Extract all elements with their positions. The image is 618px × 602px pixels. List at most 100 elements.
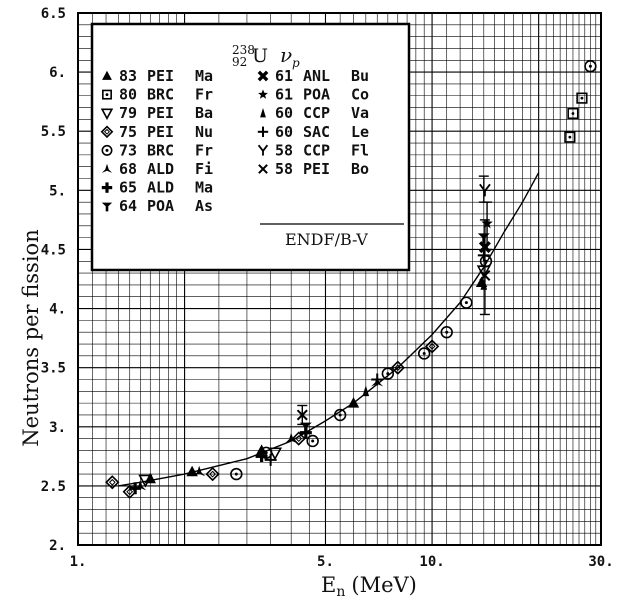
x-tick-label: 10. (419, 554, 444, 570)
legend-marker (100, 125, 114, 139)
data-point (193, 465, 206, 477)
x-axis-subscript: n (336, 584, 345, 600)
y-axis-label: Neutrons per fission (19, 229, 43, 446)
legend-year: 68 (119, 160, 137, 178)
legend-entry: 60 CCP Va (260, 104, 369, 122)
data-point (479, 183, 491, 197)
data-point (460, 296, 473, 309)
legend-author: Ba (195, 104, 213, 122)
data-point (264, 453, 277, 466)
legend-lab: PEI (147, 104, 174, 122)
legend-lab: PEI (147, 123, 174, 141)
legend-author: Va (351, 104, 369, 122)
data-point (333, 408, 347, 422)
legend-entry: 64 POA As (101, 197, 213, 215)
data-point (417, 347, 431, 360)
legend-year: 60 (275, 123, 293, 141)
legend-author: Le (351, 123, 369, 141)
legend-lab: SAC (303, 123, 330, 141)
legend-marker (102, 70, 112, 80)
legend-year: 79 (119, 104, 137, 122)
legend-author: Co (351, 86, 369, 104)
x-axis-label: En (MeV) (321, 573, 417, 600)
legend-entry: 68 ALD Fi (101, 160, 213, 178)
legend-author: Ma (195, 67, 213, 85)
data-point (478, 241, 491, 254)
x-tick-label: 30. (588, 554, 613, 570)
legend-box (90, 22, 411, 272)
y-tick-label: 4. (49, 302, 66, 318)
data-points (105, 59, 597, 499)
legend-entry: 58 CCP Fl (257, 141, 369, 159)
data-point (138, 474, 153, 488)
legend-year: 61 (275, 86, 293, 104)
legend-title-quantity: ν (280, 43, 292, 67)
legend-entry: 79 PEI Ba (100, 104, 213, 122)
legend-lab: BRC (147, 86, 174, 104)
data-point (105, 475, 120, 490)
legend-year: 75 (119, 123, 137, 141)
legend-entry: 73 BRC Fr (101, 141, 213, 159)
y-tick-label: 3.5 (41, 361, 66, 377)
legend-title-charge: 92 (232, 55, 247, 69)
data-point (230, 467, 243, 481)
legend-entry: 65 ALD Ma (101, 179, 213, 197)
data-point (205, 466, 220, 482)
legend-entry: 75 PEI Nu (100, 123, 213, 141)
y-tick-label: 6.5 (41, 6, 66, 22)
legend-marker (257, 70, 269, 82)
data-point (390, 360, 405, 375)
data-point (381, 367, 395, 380)
legend-lab: POA (147, 197, 174, 215)
legend-entry: 61 POA Co (258, 86, 369, 104)
legend-lab: BRC (147, 141, 174, 159)
data-point (576, 92, 588, 104)
legend-entry: 58 PEI Bo (258, 160, 369, 178)
legend-author: Fr (195, 86, 213, 104)
legend: 238 92 U ν p 83 PEI Ma 80 BRC Fr 79 PEI Ba 75 PEI N… (90, 22, 411, 272)
data-point (477, 233, 490, 244)
legend-marker (257, 144, 269, 156)
data-point (477, 249, 490, 262)
y-tick-label: 2. (49, 538, 66, 554)
legend-lab: PEI (303, 160, 330, 178)
data-point (480, 278, 488, 290)
data-point (186, 465, 198, 477)
legend-author: Fl (351, 141, 369, 159)
data-point (129, 482, 142, 495)
data-point (347, 397, 360, 408)
legend-marker (101, 182, 113, 193)
legend-author: As (195, 197, 213, 215)
legend-year: 64 (119, 197, 137, 215)
legend-marker (101, 202, 113, 212)
x-tick-label: 5. (317, 554, 334, 570)
legend-entries: 83 PEI Ma 80 BRC Fr 79 PEI Ba 75 PEI Nu 73 BRC Fr 68 ALD… (100, 67, 369, 215)
legend-lab: ALD (147, 179, 174, 197)
legend-year: 60 (275, 104, 293, 122)
legend-entry: 80 BRC Fr (102, 86, 213, 104)
legend-lab: CCP (303, 104, 330, 122)
y-tick-label: 5. (49, 183, 66, 199)
legend-marker (101, 144, 113, 156)
data-point (371, 373, 384, 386)
data-point (584, 59, 597, 73)
legend-marker (102, 89, 112, 100)
legend-author: Bo (351, 160, 369, 178)
legend-lab: CCP (303, 141, 330, 159)
legend-entry: 61 ANL Bu (257, 67, 369, 85)
legend-marker (258, 89, 268, 99)
y-tick-label: 4.5 (41, 242, 66, 258)
data-point (481, 217, 493, 229)
x-axis-unit: (MeV) (351, 573, 416, 597)
legend-author: Fr (195, 141, 213, 159)
y-tick-label: 3. (49, 420, 66, 436)
legend-entry: 60 SAC Le (257, 123, 369, 141)
legend-title-mass: 238 (232, 43, 255, 57)
legend-marker (100, 108, 114, 121)
data-point (440, 326, 453, 339)
data-point (479, 269, 491, 281)
legend-author: Fi (195, 160, 213, 178)
y-tick-label: 5.5 (41, 124, 66, 140)
data-point (285, 432, 298, 444)
